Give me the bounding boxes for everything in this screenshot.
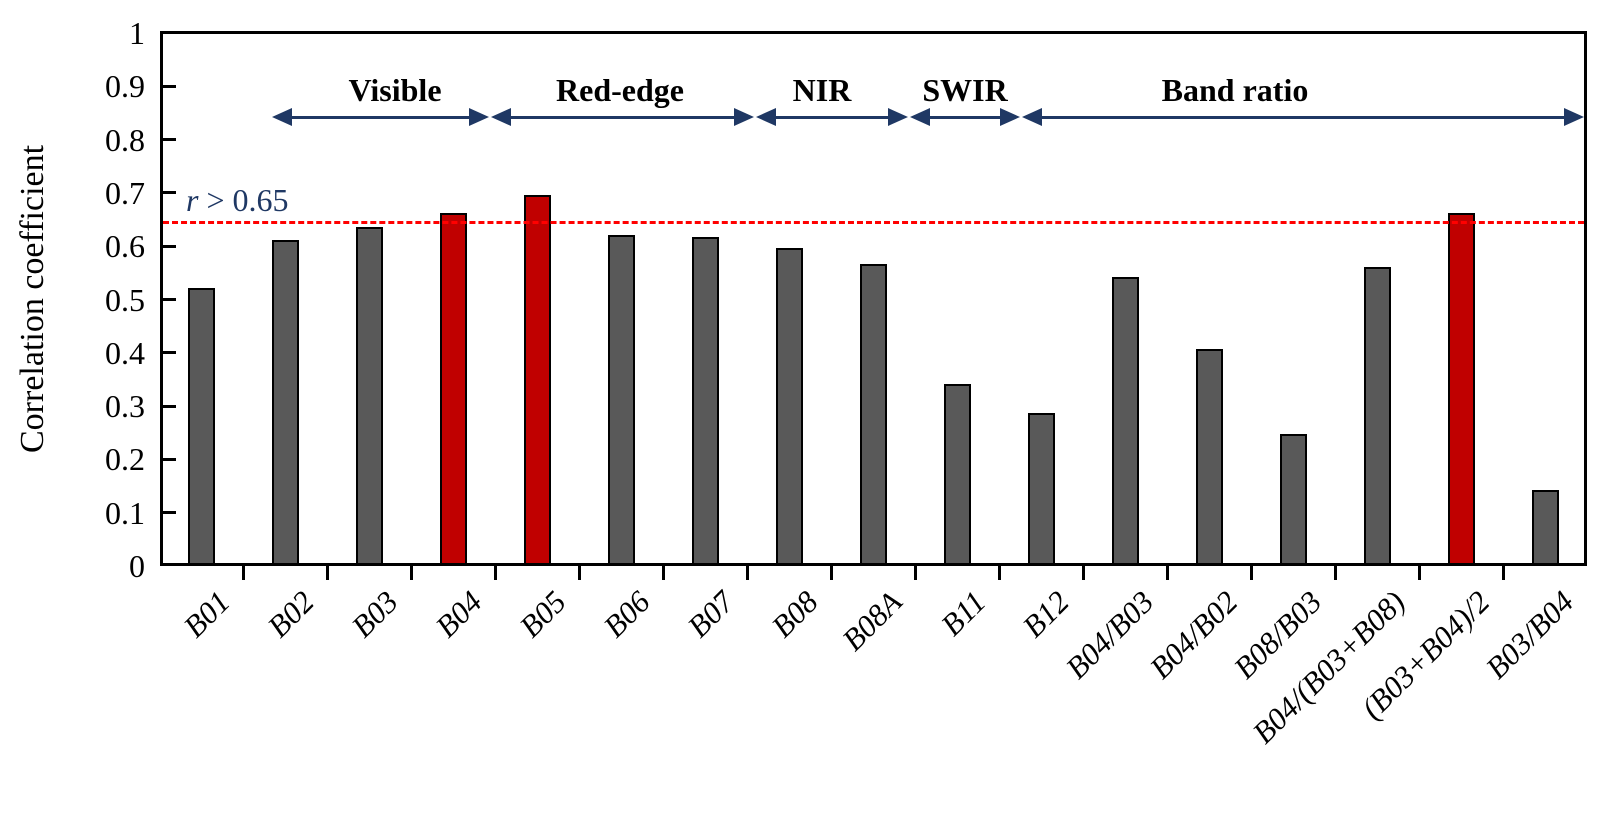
group-arrow-right-head-Band ratio xyxy=(1564,108,1584,126)
y-tick-label-1: 1 xyxy=(129,15,145,51)
group-arrow-right-head-SWIR xyxy=(1000,108,1020,126)
y-tick-label-0.3: 0.3 xyxy=(105,388,145,425)
y-axis-title: Correlation coefficient xyxy=(14,144,51,453)
group-arrow-line-SWIR xyxy=(926,115,1004,119)
group-arrow-left-head-SWIR xyxy=(910,108,930,126)
bar-(B03+B04)/2 xyxy=(1447,213,1475,565)
bar-B04 xyxy=(440,213,468,565)
x-label-B05: B05 xyxy=(512,584,573,645)
x-label-B02: B02 xyxy=(260,584,321,645)
group-label-Band ratio: Band ratio xyxy=(1161,72,1309,108)
bar-B05 xyxy=(524,195,552,565)
group-arrow-left-head-NIR xyxy=(756,108,776,126)
x-tick-mark xyxy=(494,566,498,580)
group-arrow-right-head-Red-edge xyxy=(734,108,754,126)
group-label-SWIR: SWIR xyxy=(922,72,1008,108)
x-label-B08: B08 xyxy=(764,584,825,645)
x-tick-mark xyxy=(997,566,1001,580)
group-label-Red-edge: Red-edge xyxy=(556,72,684,108)
x-label-B04/B02: B04/B02 xyxy=(1142,584,1245,686)
x-label-B06: B06 xyxy=(596,584,657,645)
group-arrow-right-head-Visible xyxy=(469,108,489,126)
y-tick-label-0.7: 0.7 xyxy=(105,174,145,211)
x-tick-mark xyxy=(830,566,834,580)
y-tick-mark xyxy=(163,404,176,408)
bar-B06 xyxy=(608,235,636,565)
x-tick-mark xyxy=(326,566,330,580)
y-tick-label-0.8: 0.8 xyxy=(105,121,145,158)
bar-B08A xyxy=(860,264,887,565)
x-tick-mark xyxy=(578,566,582,580)
group-label-Visible: Visible xyxy=(348,72,442,108)
group-arrow-line-Visible xyxy=(288,115,473,119)
group-label-NIR: NIR xyxy=(792,72,852,108)
y-tick-label-0.6: 0.6 xyxy=(105,228,145,265)
y-tick-label-0.9: 0.9 xyxy=(105,68,145,105)
x-tick-mark xyxy=(410,566,414,580)
bar-B03 xyxy=(356,227,384,565)
group-arrow-line-Band ratio xyxy=(1038,115,1568,119)
group-arrow-left-head-Band ratio xyxy=(1022,108,1042,126)
x-label-B07: B07 xyxy=(680,584,741,645)
bar-B03/B04 xyxy=(1531,490,1559,565)
bar-B08/B03 xyxy=(1279,434,1307,565)
y-tick-label-0: 0 xyxy=(129,548,145,584)
bar-B04/B02 xyxy=(1195,349,1223,565)
x-tick-mark xyxy=(1165,566,1169,580)
x-tick-mark xyxy=(1249,566,1253,580)
y-tick-mark xyxy=(163,298,176,301)
y-tick-label-0.5: 0.5 xyxy=(105,281,145,318)
y-tick-mark xyxy=(163,351,176,355)
threshold-annotation-text: r > 0.65 xyxy=(186,182,289,218)
x-tick-mark xyxy=(913,566,917,580)
bar-B11 xyxy=(943,384,971,565)
y-tick-label-0.2: 0.2 xyxy=(105,441,145,478)
x-label-B08A: B08A xyxy=(834,584,909,658)
x-label-B04/B03: B04/B03 xyxy=(1058,584,1161,686)
x-label-B12: B12 xyxy=(1016,584,1077,645)
x-label-B03/B04: B03/B04 xyxy=(1478,584,1580,686)
x-label-B11: B11 xyxy=(933,584,993,643)
bar-B01 xyxy=(188,288,216,565)
x-tick-mark xyxy=(1333,566,1337,580)
x-tick-mark xyxy=(242,566,246,580)
bar-B08 xyxy=(776,248,804,565)
bar-B02 xyxy=(272,240,300,565)
x-tick-mark xyxy=(746,566,750,580)
x-tick-mark xyxy=(1501,566,1505,580)
x-tick-mark xyxy=(1417,566,1421,580)
group-arrow-line-Red-edge xyxy=(507,115,738,119)
x-label-B01: B01 xyxy=(176,584,237,645)
bar-B07 xyxy=(692,237,720,565)
group-arrow-line-NIR xyxy=(772,115,892,119)
threshold-dashed-line xyxy=(163,220,1584,224)
x-tick-mark xyxy=(1081,566,1085,580)
y-tick-label-0.1: 0.1 xyxy=(105,494,145,531)
y-tick-mark xyxy=(163,138,176,142)
y-tick-mark xyxy=(163,244,176,248)
y-tick-mark xyxy=(163,191,176,195)
group-arrow-right-head-NIR xyxy=(888,108,908,126)
x-label-B04: B04 xyxy=(428,584,489,645)
y-tick-mark xyxy=(163,511,176,515)
x-tick-mark xyxy=(662,566,666,580)
x-label-B03: B03 xyxy=(344,584,405,645)
bar-B12 xyxy=(1027,413,1055,565)
y-tick-label-0.4: 0.4 xyxy=(105,334,145,371)
group-arrow-left-head-Visible xyxy=(272,108,292,126)
bar-B04/B03 xyxy=(1111,277,1139,565)
y-tick-mark xyxy=(163,84,176,88)
bar-B04/(B03+B08) xyxy=(1363,267,1391,565)
group-arrow-left-head-Red-edge xyxy=(491,108,511,126)
y-tick-mark xyxy=(163,457,176,461)
